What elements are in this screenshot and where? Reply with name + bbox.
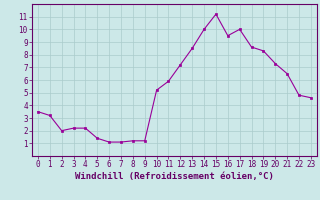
X-axis label: Windchill (Refroidissement éolien,°C): Windchill (Refroidissement éolien,°C): [75, 172, 274, 181]
